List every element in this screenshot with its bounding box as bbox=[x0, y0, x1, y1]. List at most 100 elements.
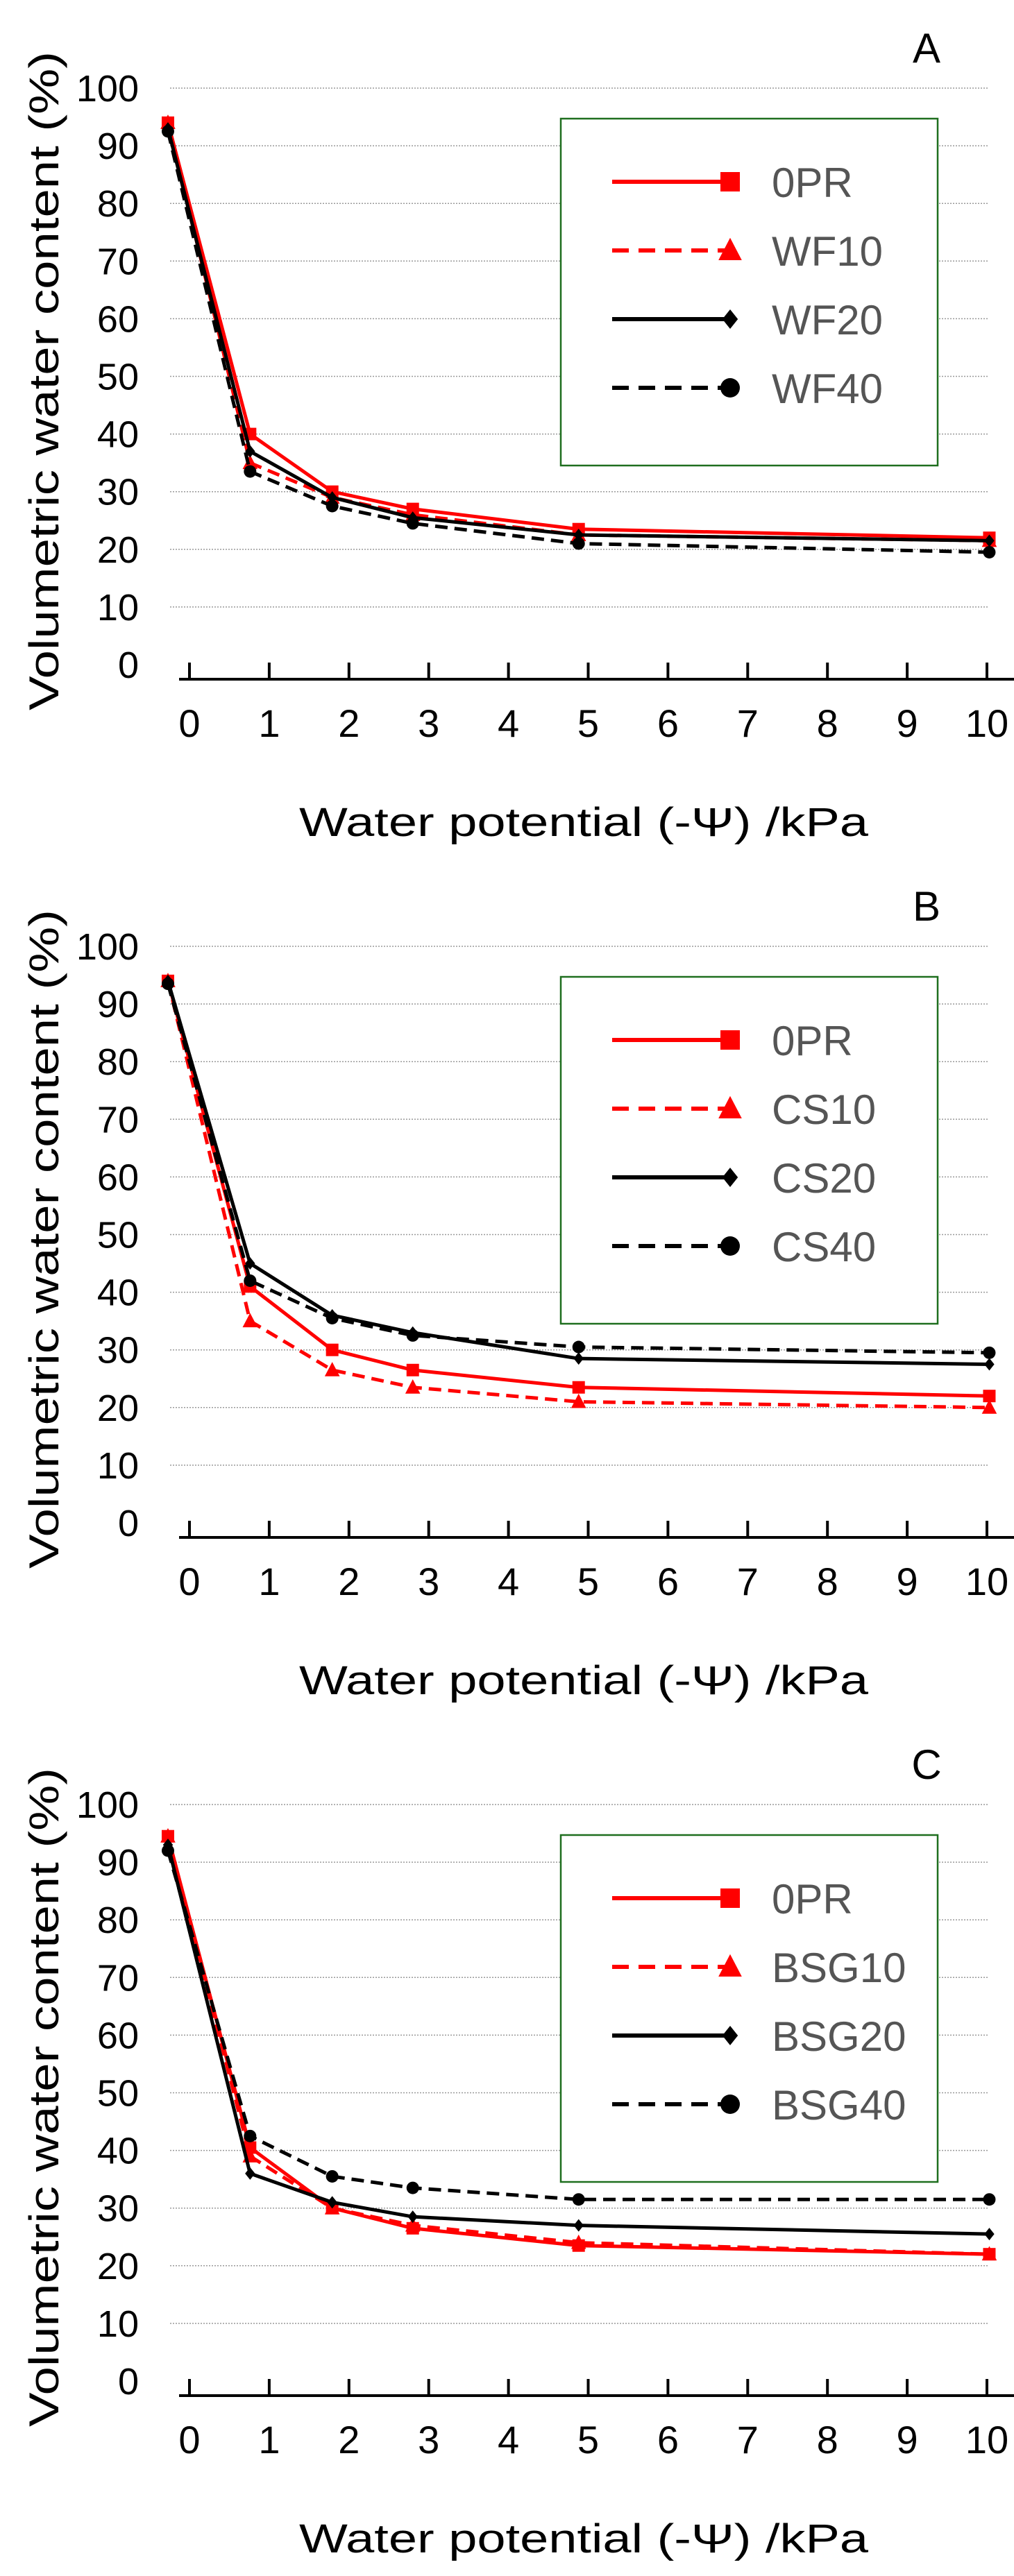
panel-label: B bbox=[913, 883, 940, 930]
chart-panel-a: 0 10 20 30 40 50 60 70 80 90 100 0 1 2 3 4 5 6 7 8 9 10 Water … bbox=[21, 25, 1014, 845]
data-point bbox=[160, 114, 176, 129]
y-tick-label: 10 bbox=[97, 1445, 139, 1487]
x-tick-label: 3 bbox=[418, 2418, 439, 2462]
legend-label: BSG10 bbox=[772, 1945, 906, 1991]
y-tick-label: 100 bbox=[76, 68, 139, 110]
legend-marker bbox=[718, 1095, 742, 1118]
data-point bbox=[244, 2129, 257, 2142]
y-tick-label: 0 bbox=[118, 2361, 139, 2403]
y-tick-label: 0 bbox=[118, 645, 139, 686]
x-tick-label: 4 bbox=[498, 701, 519, 745]
x-tick-label: 4 bbox=[498, 2418, 519, 2462]
y-tick-label: 80 bbox=[97, 1900, 139, 1941]
data-point bbox=[324, 1362, 340, 1376]
legend: 0PR WF10 WF20 WF40 bbox=[559, 117, 939, 467]
data-point bbox=[572, 1381, 585, 1394]
series-0pr bbox=[161, 116, 996, 545]
legend-label: CS20 bbox=[772, 1155, 876, 1202]
y-tick-label: 90 bbox=[97, 1842, 139, 1884]
x-tick-label: 0 bbox=[178, 701, 200, 745]
data-point bbox=[161, 1844, 174, 1857]
y-tick-label: 30 bbox=[97, 472, 139, 513]
data-point bbox=[984, 2228, 995, 2241]
data-point bbox=[406, 1363, 419, 1376]
series-line bbox=[166, 980, 990, 1410]
data-point bbox=[405, 2217, 421, 2232]
x-tick-label: 6 bbox=[657, 1560, 679, 1603]
y-tick-label: 20 bbox=[97, 1388, 139, 1429]
series-line bbox=[166, 122, 990, 540]
y-tick-label: 90 bbox=[97, 126, 139, 167]
data-point bbox=[984, 534, 995, 547]
y-tick-label: 30 bbox=[97, 2188, 139, 2230]
series-bsg40 bbox=[161, 1844, 996, 2206]
x-tick-label: 8 bbox=[817, 1560, 838, 1603]
data-point bbox=[244, 1274, 257, 1287]
x-tick-label: 1 bbox=[258, 2418, 280, 2462]
legend-box bbox=[559, 975, 939, 1325]
series-line bbox=[166, 130, 990, 554]
series-line bbox=[166, 983, 990, 1355]
legend-label: 0PR bbox=[772, 160, 853, 206]
data-point bbox=[573, 2219, 584, 2232]
panel-label: A bbox=[913, 25, 940, 71]
y-tick-label: 80 bbox=[97, 1041, 139, 1083]
y-tick-label: 30 bbox=[97, 1330, 139, 1372]
x-tick-label: 0 bbox=[178, 2418, 200, 2462]
data-point bbox=[242, 1313, 258, 1328]
legend-marker bbox=[722, 1168, 738, 1187]
legend-marker bbox=[718, 237, 742, 260]
data-point bbox=[572, 537, 585, 550]
legend-marker bbox=[722, 309, 738, 329]
x-tick-label: 7 bbox=[737, 2418, 759, 2462]
y-tick-label: 50 bbox=[97, 357, 139, 398]
data-point bbox=[326, 1343, 339, 1356]
series-line bbox=[166, 1850, 990, 2201]
y-tick-label: 90 bbox=[97, 984, 139, 1025]
chart-panel-b: 0 10 20 30 40 50 60 70 80 90 100 0 1 2 3 4 5 6 7 8 9 10 Water … bbox=[21, 883, 1014, 1703]
data-point bbox=[983, 1346, 996, 1359]
data-point bbox=[326, 1311, 339, 1324]
legend-marker bbox=[720, 378, 740, 398]
legend-marker bbox=[718, 1954, 742, 1977]
legend-marker bbox=[720, 172, 740, 191]
legend: 0PR BSG10 BSG20 BSG40 bbox=[559, 1834, 939, 2183]
series-line bbox=[166, 122, 990, 543]
x-axis-title: Water potential (-Ψ) /kPa bbox=[299, 1658, 869, 1703]
x-tick-label: 7 bbox=[737, 1560, 759, 1603]
y-tick-label: 100 bbox=[76, 926, 139, 968]
data-point bbox=[571, 1393, 586, 1408]
data-point bbox=[406, 517, 419, 530]
y-tick-label: 60 bbox=[97, 2015, 139, 2056]
chart-panel-c: 0 10 20 30 40 50 60 70 80 90 100 0 1 2 3 4 5 6 7 8 9 10 Water … bbox=[21, 1741, 1014, 2561]
series-wf40 bbox=[161, 125, 996, 558]
y-tick-label: 80 bbox=[97, 183, 139, 225]
data-point bbox=[245, 2167, 255, 2180]
legend-label: 0PR bbox=[772, 1018, 853, 1064]
y-tick-label: 50 bbox=[97, 2073, 139, 2115]
x-tick-label: 3 bbox=[418, 701, 439, 745]
data-point bbox=[983, 2193, 996, 2206]
x-tick-label: 1 bbox=[258, 701, 280, 745]
x-tick-label: 1 bbox=[258, 1560, 280, 1603]
data-point bbox=[572, 1340, 585, 1354]
y-tick-label: 40 bbox=[97, 1272, 139, 1314]
y-tick-label: 20 bbox=[97, 529, 139, 571]
y-tick-label: 10 bbox=[97, 587, 139, 629]
data-point bbox=[326, 2169, 339, 2183]
y-tick-label: 60 bbox=[97, 1157, 139, 1198]
data-point bbox=[326, 500, 339, 513]
x-tick-label: 5 bbox=[577, 701, 599, 745]
x-tick-label: 10 bbox=[965, 2418, 1008, 2462]
x-tick-label: 0 bbox=[178, 1560, 200, 1603]
series-line bbox=[166, 1844, 990, 2236]
data-point bbox=[405, 1379, 421, 1394]
y-tick-label: 20 bbox=[97, 2246, 139, 2287]
data-point bbox=[406, 2181, 419, 2194]
y-tick-label: 70 bbox=[97, 1957, 139, 1999]
x-tick-label: 10 bbox=[965, 701, 1008, 745]
y-axis-title: Volumetric water content (%) bbox=[21, 1768, 67, 2427]
x-tick-label: 6 bbox=[657, 2418, 679, 2462]
data-point bbox=[984, 1358, 995, 1371]
legend-marker bbox=[720, 2095, 740, 2114]
